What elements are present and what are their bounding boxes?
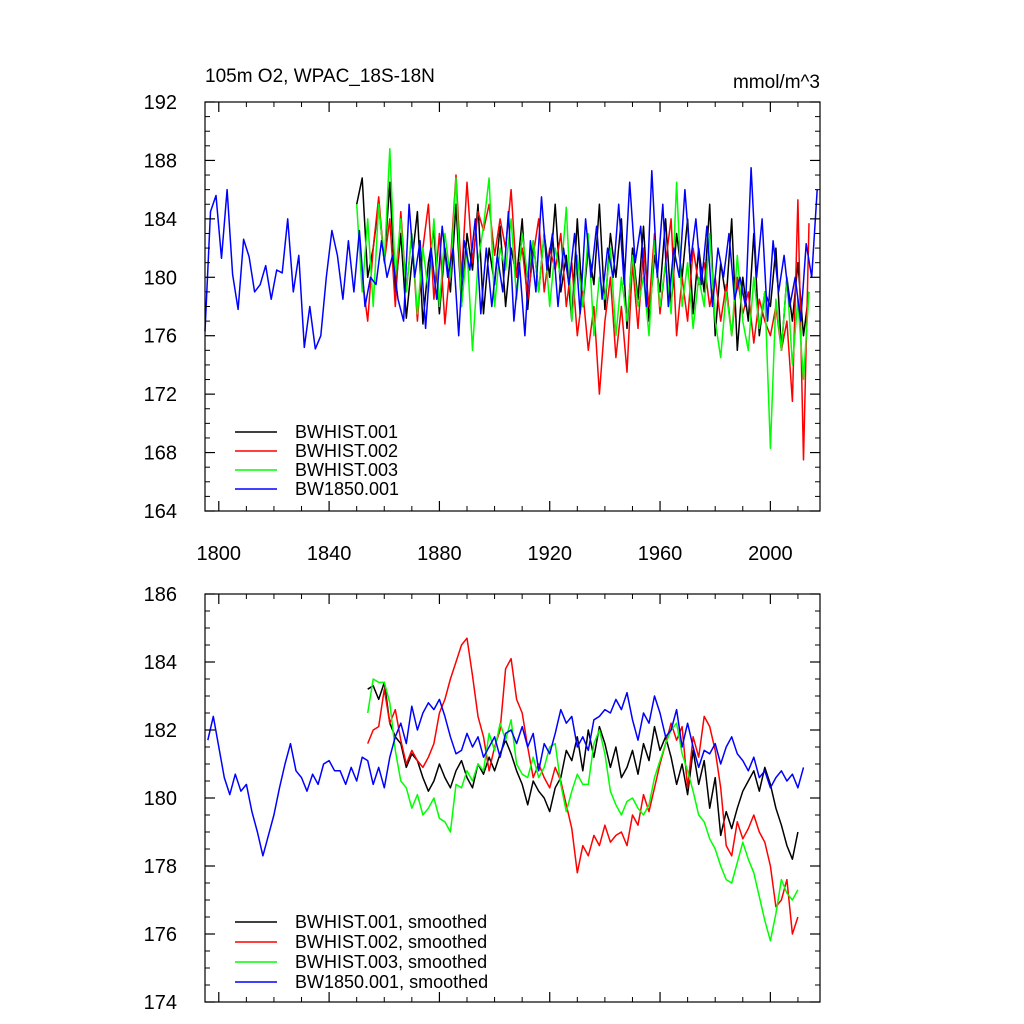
legend-label: BWHIST.002, smoothed — [295, 932, 487, 952]
legend-label: BWHIST.003 — [295, 460, 398, 480]
legend-label: BWHIST.002 — [295, 441, 398, 461]
y-tick-label: 182 — [144, 720, 177, 742]
y-tick-label: 184 — [144, 209, 177, 231]
x-tick-label: 1960 — [638, 543, 683, 565]
legend-label: BWHIST.001, smoothed — [295, 912, 487, 932]
units-label: mmol/m^3 — [733, 72, 820, 93]
series-line-bwhist-001-smoothed — [367, 681, 799, 860]
legend-label: BWHIST.003, smoothed — [295, 952, 487, 972]
legend-label: BWHIST.001 — [295, 422, 398, 442]
x-tick-label: 1800 — [197, 543, 242, 565]
y-tick-label: 192 — [144, 92, 177, 114]
series-line-bwhist-003-smoothed — [366, 678, 799, 942]
y-tick-label: 180 — [144, 267, 177, 289]
y-tick-label: 176 — [144, 924, 177, 946]
x-tick-label: 1840 — [307, 543, 352, 565]
y-tick-label: 174 — [144, 992, 177, 1014]
chart-title: 105m O2, WPAC_18S-18N — [205, 66, 435, 87]
y-tick-label: 168 — [144, 443, 177, 465]
y-tick-label: 172 — [144, 384, 177, 406]
y-tick-label: 176 — [144, 326, 177, 348]
top-panel: 164 168 172 176 180 184 188 192 1800 1840 1880 1920… — [144, 66, 821, 565]
y-tick-label: 186 — [144, 584, 177, 606]
y-tick-label: 164 — [144, 501, 177, 523]
y-tick-label: 188 — [144, 150, 177, 172]
x-tick-label: 2000 — [748, 543, 793, 565]
y-tick-label: 180 — [144, 788, 177, 810]
series-line-bw1850-001-smoothed — [207, 691, 805, 857]
series-line-bwhist-003 — [355, 147, 810, 449]
series-line-bwhist-002-smoothed — [367, 637, 799, 935]
legend-label: BW1850.001, smoothed — [295, 972, 488, 992]
series-line-bw1850-001 — [204, 166, 818, 350]
x-tick-label: 1920 — [527, 543, 572, 565]
y-tick-label: 178 — [144, 856, 177, 878]
bottom-panel: 174 176 178 180 182 184 186 BWHIST.001, smoothe… — [144, 584, 821, 1014]
y-tick-label: 184 — [144, 652, 177, 674]
legend-label: BW1850.001 — [295, 479, 399, 499]
x-tick-label: 1880 — [417, 543, 462, 565]
